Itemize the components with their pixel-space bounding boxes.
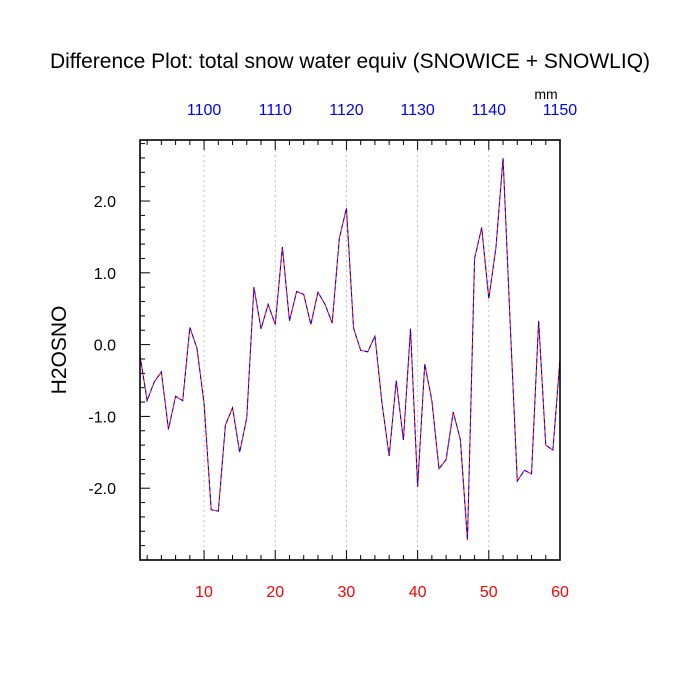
x-tick-label-top: 1120 xyxy=(329,102,364,119)
series-group xyxy=(139,157,561,540)
x-tick-label-top: 1150 xyxy=(543,102,578,119)
x-tick-label-top: 1140 xyxy=(472,102,507,119)
series-line-blue xyxy=(139,157,561,540)
x-tick-label-bottom: 10 xyxy=(195,584,213,601)
y-tick-label: -2.0 xyxy=(88,481,116,498)
x-tick-label-bottom: 50 xyxy=(480,584,498,601)
chart-title: Difference Plot: total snow water equiv … xyxy=(50,50,650,73)
x-tick-label-top: 1130 xyxy=(400,102,435,119)
units-label: mm xyxy=(534,86,557,102)
y-tick-label: 1.0 xyxy=(94,266,116,283)
grid-lines xyxy=(203,140,490,560)
series-line-red xyxy=(139,157,561,540)
x-tick-label-top: 1100 xyxy=(187,102,222,119)
x-tick-label-top: 1110 xyxy=(259,102,292,119)
x-tick-label-bottom: 20 xyxy=(266,584,284,601)
axis-ticks xyxy=(140,140,561,560)
x-tick-label-bottom: 60 xyxy=(551,584,569,601)
tick-labels: 10 20 30 40 50 60 1100 1110 1120 1130 1140 1150 2.0 1… xyxy=(88,102,577,601)
y-tick-label: -1.0 xyxy=(88,409,116,426)
y-axis-label: H2OSNO xyxy=(48,306,71,395)
plot-frame xyxy=(139,139,561,561)
y-tick-label: 0.0 xyxy=(94,338,116,355)
y-tick-label: 2.0 xyxy=(94,194,116,211)
x-tick-label-bottom: 40 xyxy=(409,584,427,601)
x-tick-label-bottom: 30 xyxy=(338,584,356,601)
